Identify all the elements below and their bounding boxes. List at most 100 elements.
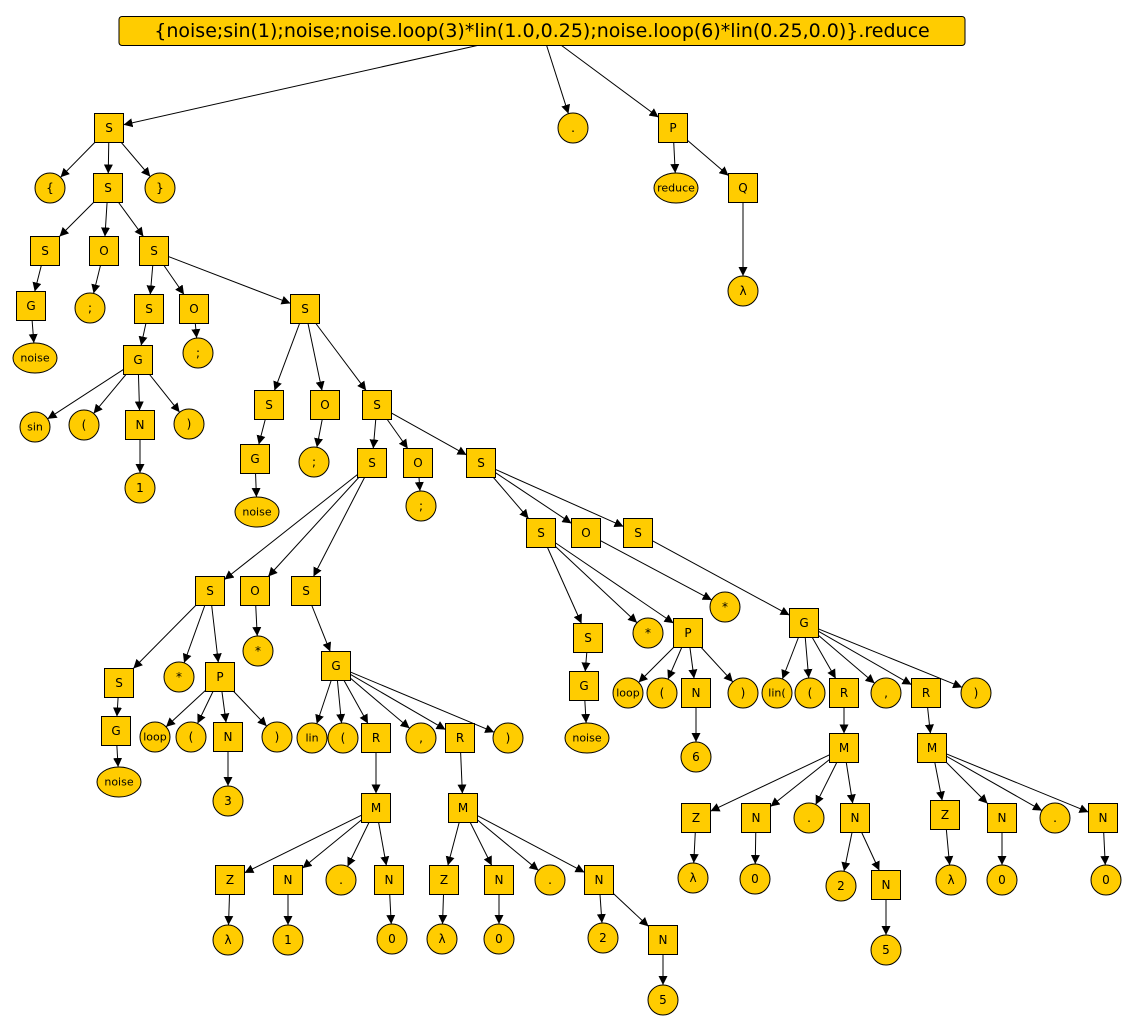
node-semi4: ; <box>405 490 437 522</box>
node-r2: R <box>445 723 475 753</box>
node-z3-rect <box>681 803 711 833</box>
edge-s8-to-s9 <box>369 419 379 449</box>
node-rbrace: } <box>144 172 176 204</box>
node-zero1-label: 0 <box>388 932 396 946</box>
node-reduce-label: reduce <box>657 182 695 195</box>
edge-s8-to-s10 <box>391 412 467 456</box>
node-lam1: λ <box>212 924 244 956</box>
node-rp2-label: ) <box>275 730 280 744</box>
edge-root-to-s1 <box>123 45 478 128</box>
edge-o6-to-star4 <box>600 540 712 601</box>
node-rp5: ) <box>960 677 992 709</box>
node-three: 3 <box>212 785 244 817</box>
node-zero2: 0 <box>483 923 515 955</box>
node-z3-label: Z <box>692 811 700 825</box>
edge-s6-to-s8 <box>315 323 367 391</box>
node-lam2-label: λ <box>438 932 445 946</box>
edge-g6-to-comma2 <box>818 634 875 684</box>
node-m3: M <box>829 733 859 763</box>
node-z4-rect <box>930 800 960 830</box>
node-s2: S <box>93 173 123 203</box>
node-star1-label: * <box>176 670 182 684</box>
node-s1: S <box>94 113 124 143</box>
node-m4-rect <box>917 733 947 763</box>
node-o2-rect <box>179 294 209 324</box>
edge-m4-to-z4 <box>934 762 945 801</box>
node-s1-rect <box>94 113 124 143</box>
node-noise3-label: noise <box>104 776 133 789</box>
node-s14-label: S <box>537 526 545 540</box>
edge-root-to-p_top <box>561 45 659 118</box>
node-zero4: 0 <box>986 864 1018 896</box>
node-n9-rect <box>741 803 771 833</box>
node-lp3: ( <box>327 722 359 754</box>
node-three-label: 3 <box>224 794 232 808</box>
node-n6: N <box>584 865 614 895</box>
edge-g7-to-noise4 <box>581 700 591 724</box>
node-star2-label: * <box>255 644 261 658</box>
node-lp1: ( <box>68 409 100 441</box>
node-rp1: ) <box>173 408 205 440</box>
node-comma2: , <box>870 677 902 709</box>
node-dot2-label: . <box>548 873 552 887</box>
node-z4-label: Z <box>941 808 949 822</box>
node-z1-rect <box>215 865 245 895</box>
node-two2: 2 <box>825 870 857 902</box>
node-o3-label: O <box>320 398 329 412</box>
node-s11: S <box>195 576 225 606</box>
node-star4: * <box>709 591 741 623</box>
edge-s2-to-o1 <box>100 202 110 237</box>
node-reduce: reduce <box>653 172 699 204</box>
edge-g6-to-lin2 <box>781 637 799 680</box>
node-semi1-circle <box>74 292 106 324</box>
node-zero5-label: 0 <box>1102 873 1110 887</box>
edge-p1-to-n2 <box>220 691 230 723</box>
node-o1: O <box>89 236 119 266</box>
node-s15: S <box>623 518 653 548</box>
node-m1-rect <box>361 793 391 823</box>
node-n11: N <box>871 870 901 900</box>
node-r4-label: R <box>922 686 930 700</box>
node-n13-rect <box>1088 803 1118 833</box>
edge-n6-to-n7 <box>613 893 649 927</box>
node-g7-label: G <box>579 679 588 693</box>
node-lp2-label: ( <box>189 730 194 744</box>
node-g1-label: G <box>26 299 35 313</box>
edge-g1-to-noise1 <box>28 320 38 344</box>
node-n2-rect <box>213 722 243 752</box>
node-r3-rect <box>829 678 859 708</box>
node-o1-rect <box>89 236 119 266</box>
node-n11-rect <box>871 870 901 900</box>
node-star2-circle <box>242 635 274 667</box>
node-g4-rect <box>101 716 131 746</box>
edge-z2-to-lam2 <box>438 894 448 925</box>
node-s13-label: S <box>115 676 123 690</box>
edge-g5-to-r2 <box>350 673 446 731</box>
node-n3-label: N <box>284 873 293 887</box>
node-n2-label: N <box>224 730 233 744</box>
node-g5-rect <box>321 651 351 681</box>
edge-p_top-to-reduce <box>670 142 680 174</box>
node-rp2: ) <box>261 721 293 753</box>
node-lp5-circle <box>794 677 826 709</box>
node-s16: S <box>573 623 603 653</box>
edge-n9-to-zero3 <box>750 832 760 865</box>
node-rp1-circle <box>173 408 205 440</box>
node-s10-rect <box>466 448 496 478</box>
edge-n6-to-two1 <box>596 894 606 924</box>
node-comma1: , <box>405 722 437 754</box>
node-semi4-label: ; <box>419 499 423 513</box>
node-s11-rect <box>195 576 225 606</box>
node-lp5: ( <box>794 677 826 709</box>
node-lp4-circle <box>646 677 678 709</box>
node-semi4-circle <box>405 490 437 522</box>
node-reduce-ellipse <box>653 172 699 204</box>
node-comma1-label: , <box>419 731 423 745</box>
node-m4: M <box>917 733 947 763</box>
node-dot4-circle <box>1039 802 1071 834</box>
node-z3: Z <box>681 803 711 833</box>
node-semi3-circle <box>298 446 330 478</box>
node-m4-label: M <box>927 741 937 755</box>
node-lp4: ( <box>646 677 678 709</box>
node-n1: N <box>125 410 155 440</box>
